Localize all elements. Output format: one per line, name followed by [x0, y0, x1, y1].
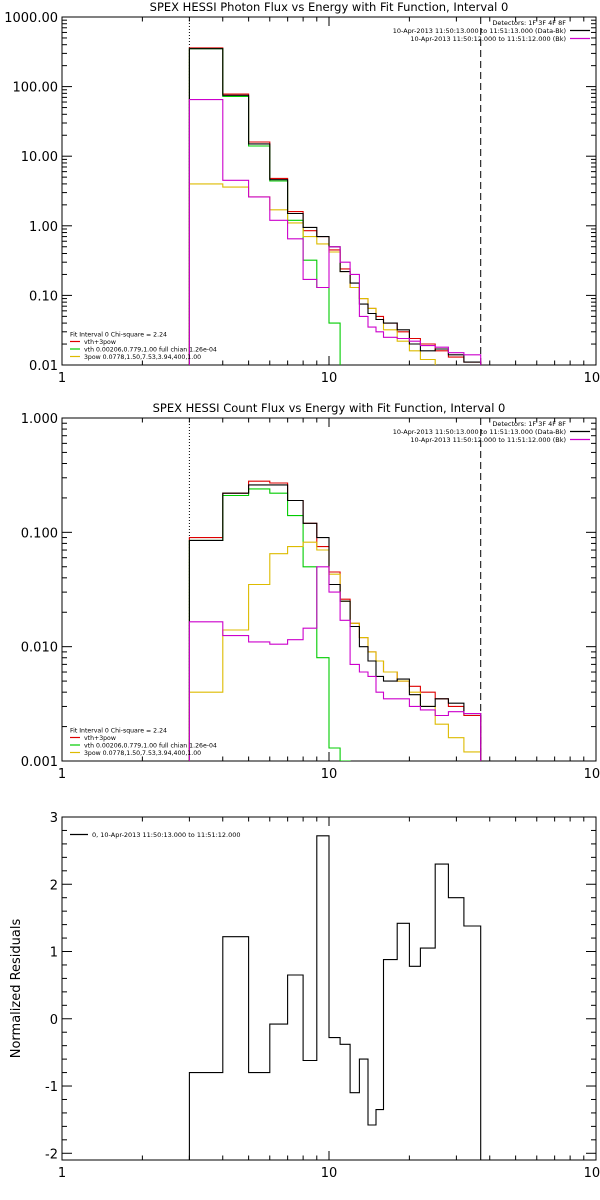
x-tick-label: 10: [321, 371, 338, 386]
series-data-bk: [188, 484, 482, 761]
x-tick-label: 100: [584, 1166, 600, 1181]
y-tick-label: -2: [45, 1147, 58, 1162]
residuals-y-axis-label: Normalized Residuals: [9, 919, 24, 1059]
x-tick-label: 10: [321, 1166, 338, 1181]
count-flux-title: SPEX HESSI Count Flux vs Energy with Fit…: [153, 401, 506, 415]
y-tick-label: 1: [50, 946, 58, 961]
series-bk: [188, 99, 482, 365]
y-tick-label: 1000.00: [4, 11, 58, 26]
legend-bottom-left-entry: 3pow 0.0778,1.50,7.53,3.94,400,1.00: [84, 354, 201, 361]
y-tick-label: -1: [45, 1080, 58, 1095]
legend-bottom-left-entry: vth 0.00206,0.779,1.00 full chian 1.26e-…: [84, 743, 217, 750]
count-flux-panel: SPEX HESSI Count Flux vs Energy with Fit…: [21, 401, 600, 782]
y-tick-label: 0: [50, 1013, 58, 1028]
x-tick-label: 10: [321, 767, 338, 782]
series-vth-3pow: [188, 480, 482, 761]
residuals-panel: Normalized Residuals 1 10 100 -2 -1 0 1 2 3 0, 10…: [9, 811, 600, 1181]
y-tick-label: 0.10: [29, 289, 58, 304]
series-vth: [188, 48, 341, 365]
y-tick-label: 1.00: [29, 220, 58, 235]
legend-top-right-entry: 10-Apr-2013 11:50:12.000 to 11:51:12.000…: [410, 35, 566, 43]
legend-bottom-left-entry: Fit Interval 0 Chi-square = 2.24: [70, 728, 167, 735]
legend-top-left-entry: 0, 10-Apr-2013 11:50:13.000 to 11:51:12.…: [92, 831, 241, 839]
series-bk: [188, 566, 482, 761]
legend-top-right-entry: Detectors: 1F 3F 4F 8F: [492, 420, 566, 428]
series-3pow: [188, 541, 482, 761]
x-tick-label: 1: [58, 767, 66, 782]
legend-top-right-entry: Detectors: 1F 3F 4F 8F: [492, 19, 566, 27]
y-tick-label: 100.00: [13, 81, 59, 96]
photon-flux-title: SPEX HESSI Photon Flux vs Energy with Fi…: [150, 0, 509, 14]
y-tick-label: 0.010: [21, 641, 58, 656]
photon-flux-panel: SPEX HESSI Photon Flux vs Energy with Fi…: [4, 0, 600, 386]
series-vth: [188, 488, 351, 761]
x-tick-label: 100: [584, 371, 600, 386]
legend-bottom-left-entry: vth 0.00206,0.779,1.00 full chian 1.26e-…: [84, 347, 217, 354]
y-tick-label: 10.00: [21, 150, 58, 165]
x-tick-label: 1: [58, 1166, 66, 1181]
series-0: [188, 835, 482, 1160]
legend-top-right-entry: 10-Apr-2013 11:50:13.000 to 11:51:13.000…: [393, 27, 566, 35]
y-tick-label: 0.001: [21, 755, 58, 770]
legend-bottom-left-entry: vth+3pow: [84, 339, 116, 346]
y-tick-label: 2: [50, 878, 58, 893]
legend-top-right-entry: 10-Apr-2013 11:50:13.000 to 11:51:13.000…: [393, 428, 566, 436]
legend-bottom-left-entry: Fit Interval 0 Chi-square = 2.24: [70, 332, 167, 339]
legend-bottom-left-entry: vth+3pow: [84, 735, 116, 742]
x-tick-label: 100: [584, 767, 600, 782]
legend-top-right-entry: 10-Apr-2013 11:50:12.000 to 11:51:12.000…: [410, 436, 566, 444]
y-tick-label: 0.100: [21, 526, 58, 541]
legend-bottom-left-entry: 3pow 0.0778,1.50,7.53,3.94,400,1.00: [84, 750, 201, 757]
y-tick-label: 1.000: [21, 412, 58, 427]
y-tick-label: 3: [50, 811, 58, 826]
y-tick-label: 0.01: [29, 359, 58, 374]
x-tick-label: 1: [58, 371, 66, 386]
